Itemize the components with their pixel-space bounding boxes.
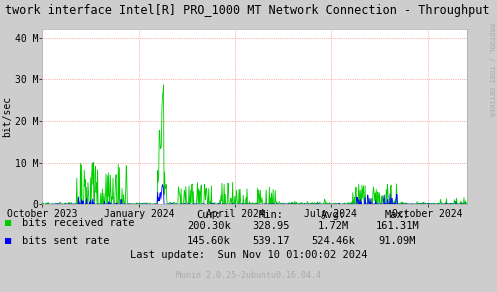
Text: 161.31M: 161.31M	[376, 221, 419, 231]
Text: bits sent rate: bits sent rate	[22, 236, 110, 246]
Text: RRDTOOL / TOBI OETIKER: RRDTOOL / TOBI OETIKER	[488, 23, 494, 117]
Text: 145.60k: 145.60k	[187, 236, 231, 246]
Text: Last update:  Sun Nov 10 01:00:02 2024: Last update: Sun Nov 10 01:00:02 2024	[130, 251, 367, 260]
Text: Max:: Max:	[385, 210, 410, 220]
Text: 539.17: 539.17	[252, 236, 290, 246]
Text: 1.72M: 1.72M	[318, 221, 348, 231]
Text: Munin 2.0.25-2ubuntu0.16.04.4: Munin 2.0.25-2ubuntu0.16.04.4	[176, 272, 321, 280]
Text: twork interface Intel[R] PRO_1000 MT Network Connection - Throughput - by ye: twork interface Intel[R] PRO_1000 MT Net…	[5, 4, 497, 18]
Text: Cur:: Cur:	[196, 210, 221, 220]
Text: ■: ■	[5, 236, 11, 246]
Text: bits received rate: bits received rate	[22, 218, 135, 228]
Text: 91.09M: 91.09M	[379, 236, 416, 246]
Text: 524.46k: 524.46k	[311, 236, 355, 246]
Text: 328.95: 328.95	[252, 221, 290, 231]
Text: ■: ■	[5, 218, 11, 228]
Text: Avg:: Avg:	[321, 210, 345, 220]
Text: Min:: Min:	[258, 210, 283, 220]
Y-axis label: bit/sec: bit/sec	[2, 96, 12, 137]
Text: 200.30k: 200.30k	[187, 221, 231, 231]
